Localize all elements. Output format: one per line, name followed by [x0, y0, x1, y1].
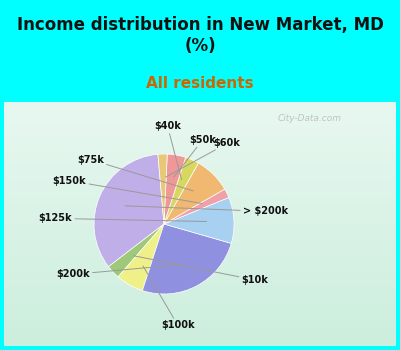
Text: $75k: $75k — [77, 155, 193, 191]
Wedge shape — [164, 154, 186, 224]
Text: $60k: $60k — [166, 139, 240, 177]
Wedge shape — [164, 197, 234, 243]
Wedge shape — [158, 154, 167, 224]
Text: $10k: $10k — [134, 256, 268, 285]
Text: All residents: All residents — [146, 76, 254, 91]
Wedge shape — [94, 154, 164, 267]
Text: $40k: $40k — [154, 121, 182, 180]
Wedge shape — [118, 224, 164, 290]
Text: Income distribution in New Market, MD
(%): Income distribution in New Market, MD (%… — [16, 16, 384, 55]
Wedge shape — [164, 189, 229, 224]
Text: $125k: $125k — [39, 214, 207, 223]
Text: > $200k: > $200k — [125, 206, 288, 216]
Wedge shape — [142, 224, 231, 294]
Text: City-Data.com: City-Data.com — [278, 114, 342, 123]
Text: $50k: $50k — [174, 135, 216, 177]
Wedge shape — [164, 163, 225, 224]
Text: $100k: $100k — [143, 266, 195, 330]
Wedge shape — [108, 224, 164, 277]
Text: $150k: $150k — [53, 176, 202, 204]
Wedge shape — [164, 158, 198, 224]
Text: $200k: $200k — [56, 265, 182, 279]
